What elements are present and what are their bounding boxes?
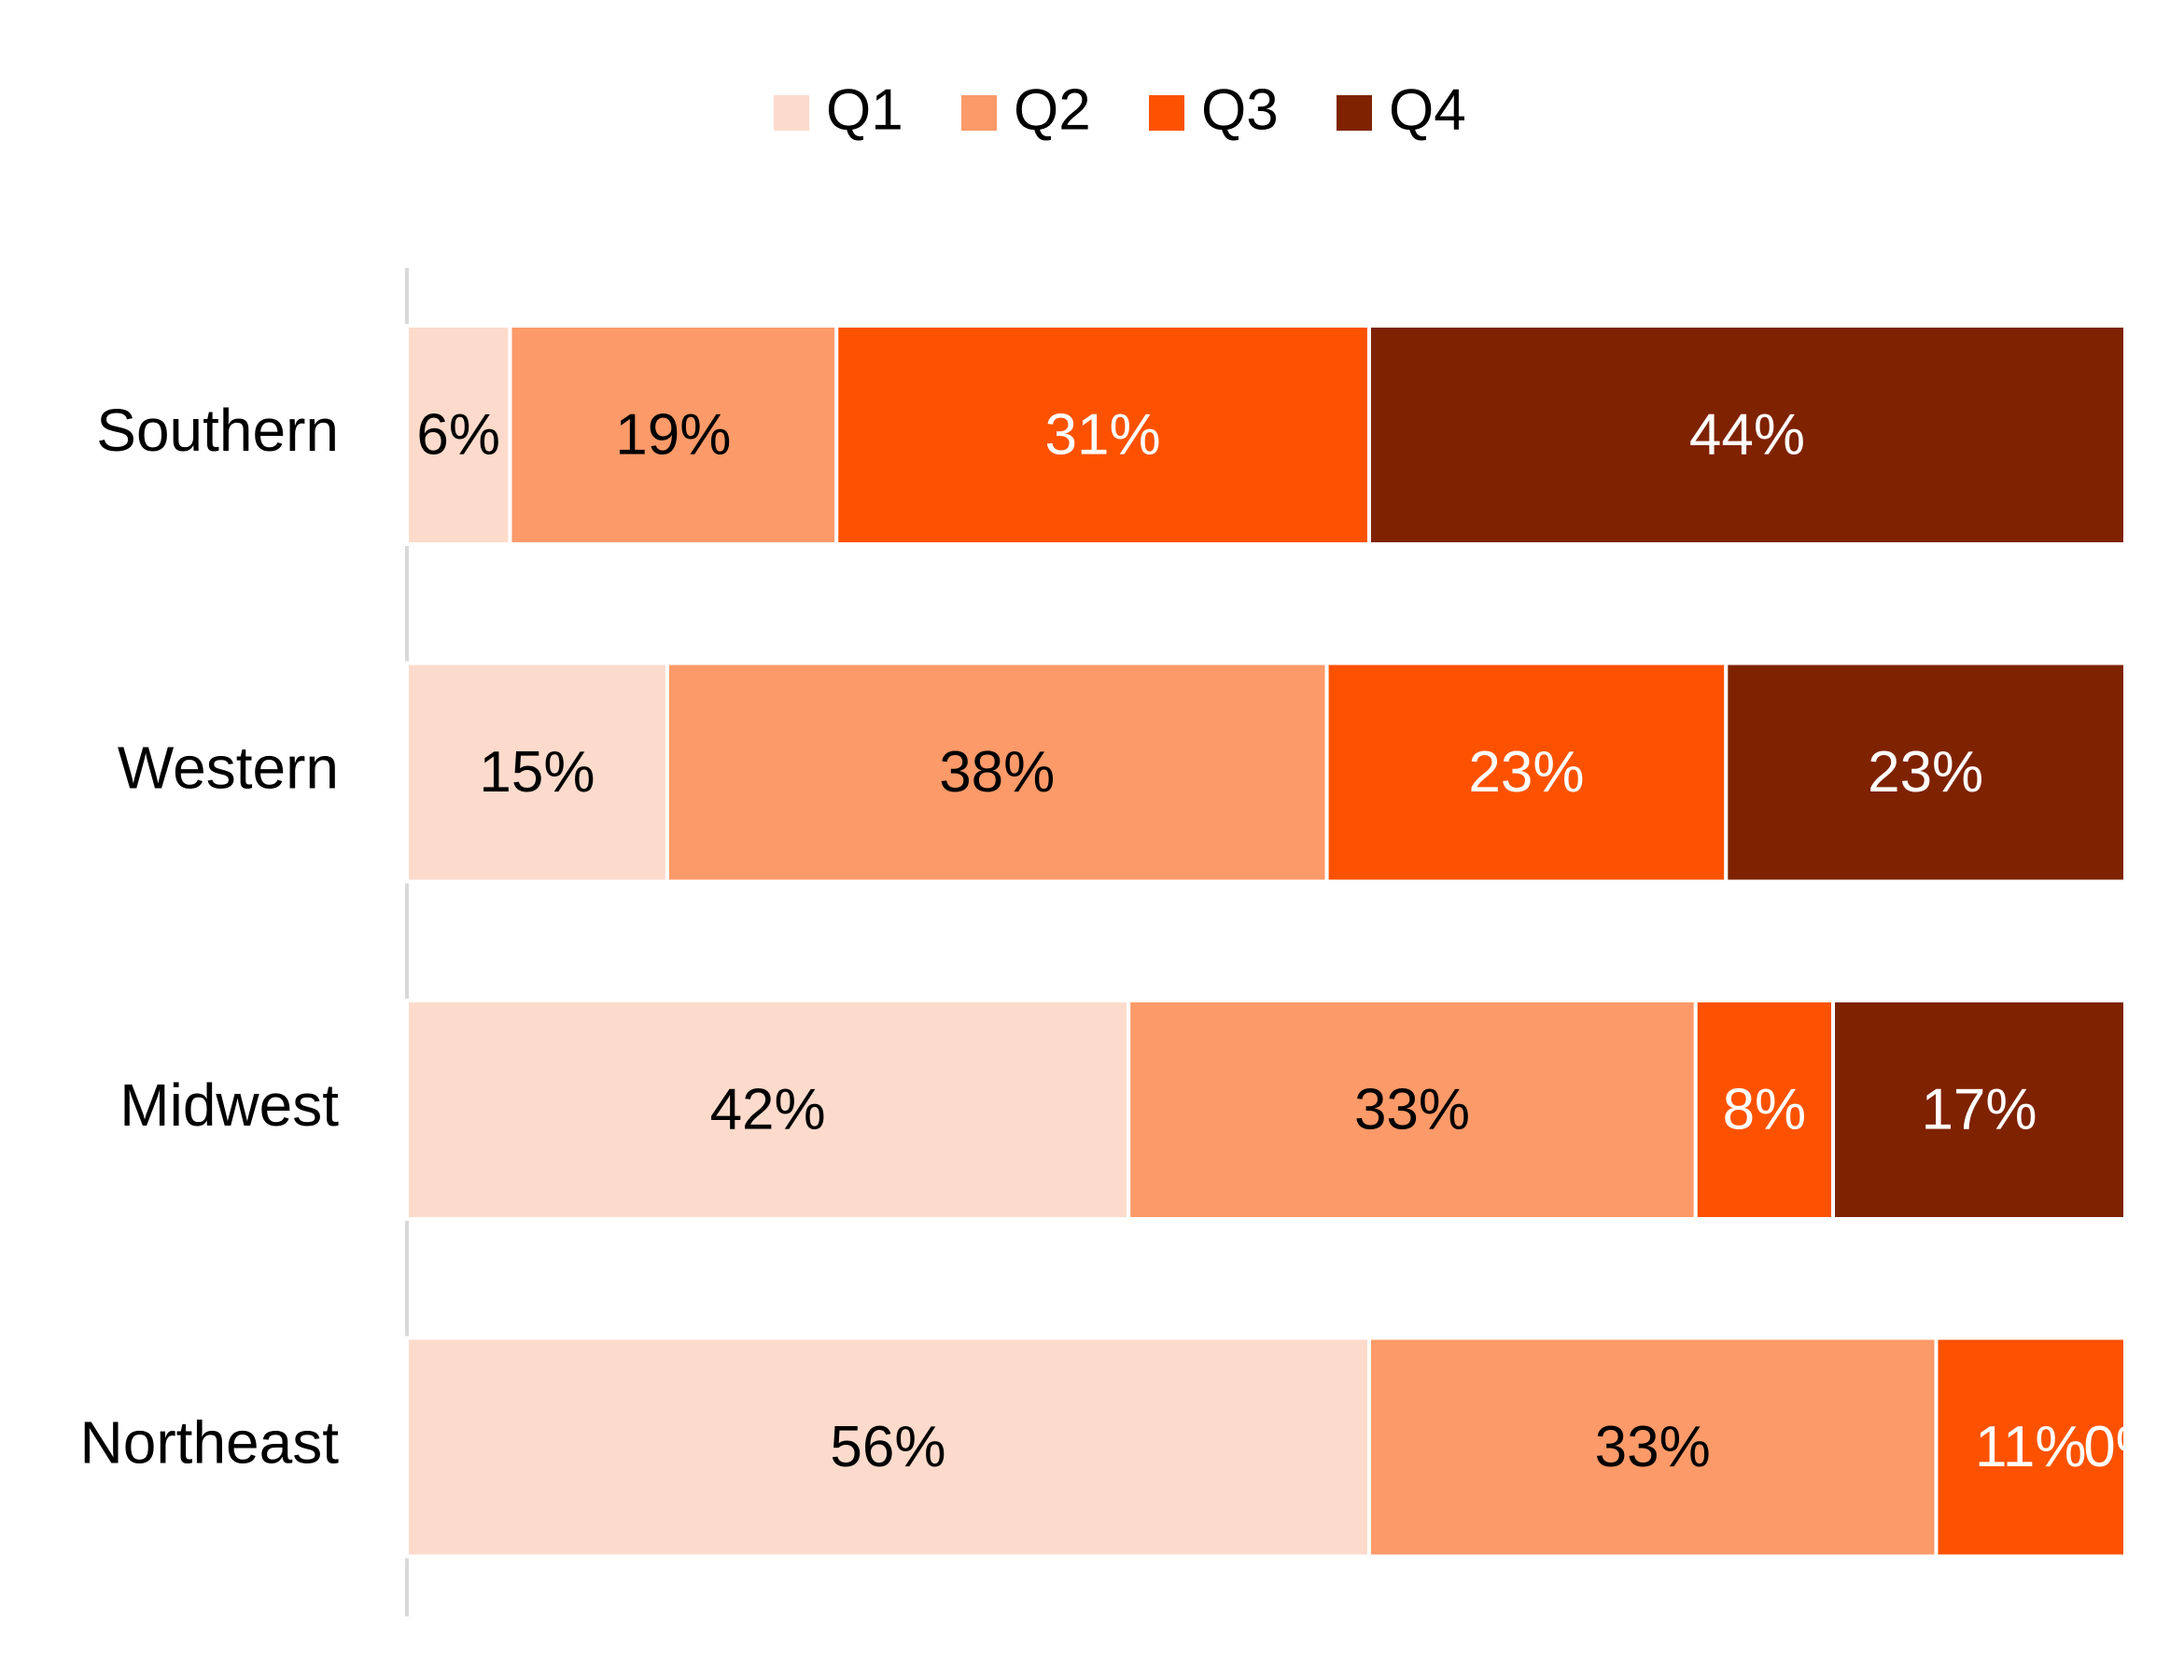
data-label: 15% — [479, 740, 595, 805]
data-label: 33% — [1595, 1415, 1711, 1479]
data-label: 23% — [1468, 740, 1584, 805]
data-label: 6% — [416, 402, 500, 467]
legend-swatch — [1149, 95, 1184, 131]
bar-segment — [405, 1336, 1371, 1559]
bar-segment — [1366, 1336, 1939, 1559]
data-label: 19% — [615, 402, 731, 467]
y-tick-label: Northeast — [80, 1408, 340, 1476]
bar-segment — [1693, 999, 1836, 1221]
data-label: 0% — [2083, 1415, 2167, 1479]
bar-segment — [834, 324, 1371, 546]
legend-swatch — [774, 95, 809, 131]
data-label: 56% — [830, 1415, 945, 1479]
y-tick-label: Southern — [96, 397, 339, 464]
data-label: 33% — [1354, 1077, 1470, 1141]
data-label: 31% — [1045, 402, 1161, 467]
bar-segment — [1934, 1336, 2127, 1559]
bar-segment — [1831, 999, 2128, 1221]
bar-segment — [508, 324, 839, 546]
data-label: 38% — [939, 740, 1055, 805]
legend-label: Q4 — [1389, 77, 1466, 142]
legend-label: Q3 — [1201, 77, 1279, 142]
legend-label: Q1 — [826, 77, 903, 142]
data-label: 17% — [1921, 1077, 2037, 1141]
data-label: 44% — [1689, 402, 1805, 467]
bar-segment — [1366, 324, 2127, 546]
legend-label: Q2 — [1014, 77, 1091, 142]
y-tick-label: Western — [118, 734, 339, 801]
bar-segment — [665, 661, 1329, 884]
data-label: 42% — [710, 1077, 826, 1141]
data-label: 23% — [1868, 740, 1983, 805]
legend-swatch — [961, 95, 997, 131]
bar-segment — [405, 999, 1131, 1221]
bar-segment — [1724, 661, 2128, 884]
data-label: 11% — [1975, 1415, 2087, 1479]
legend-swatch — [1337, 95, 1372, 131]
bar-segment — [1127, 999, 1698, 1221]
data-label: 8% — [1723, 1077, 1807, 1141]
y-tick-label: Midwest — [119, 1071, 339, 1139]
